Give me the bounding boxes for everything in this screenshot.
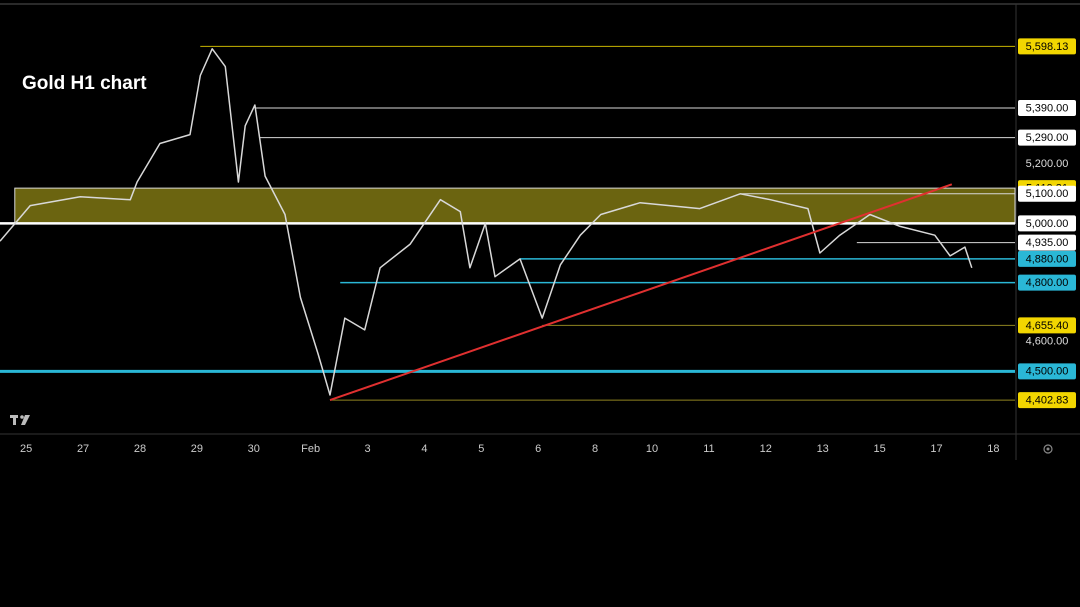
- level-label-box: [1018, 185, 1076, 202]
- level-label: 5,290.00: [1026, 132, 1069, 144]
- y-tick-label: 5,200.00: [1026, 158, 1069, 170]
- level-label-box: [1018, 100, 1076, 116]
- y-tick-label: 4,600.00: [1026, 336, 1069, 348]
- x-tick-label: 25: [20, 443, 32, 455]
- level-label-box: [1018, 363, 1076, 380]
- level-label: 5,390.00: [1026, 102, 1069, 114]
- level-label-box: [1018, 234, 1076, 251]
- level-label-box: [1018, 392, 1076, 409]
- settings-icon[interactable]: [1043, 444, 1053, 454]
- level-label-box: [1018, 38, 1076, 55]
- level-label-box: [1018, 129, 1076, 146]
- x-tick-label: 18: [987, 443, 999, 455]
- x-tick-label: 28: [134, 443, 146, 455]
- x-tick-label: 13: [817, 443, 829, 455]
- price-line: [0, 48, 973, 396]
- x-tick-label: 12: [760, 443, 772, 455]
- x-tick-label: 17: [930, 443, 942, 455]
- x-tick-label: 29: [191, 443, 203, 455]
- chart-title: Gold H1 chart: [22, 73, 147, 94]
- levels-layer: [0, 45, 1015, 401]
- x-tick-label: Feb: [301, 443, 320, 455]
- x-tick-label: 10: [646, 443, 658, 455]
- level-label-box: [1018, 250, 1076, 267]
- level-label: 4,880.00: [1026, 253, 1069, 265]
- level-label: 5,000.00: [1026, 218, 1069, 230]
- level-label: 4,800.00: [1026, 277, 1069, 289]
- x-tick-label: 11: [703, 443, 714, 455]
- price-layer: [0, 48, 973, 402]
- tv-logo: [10, 415, 30, 425]
- x-tick-label: 30: [248, 443, 260, 455]
- level-label: 4,655.40: [1026, 320, 1069, 332]
- level-label-box: [1018, 317, 1076, 334]
- x-tick-label: 3: [364, 443, 370, 455]
- x-tick-label: 6: [535, 443, 541, 455]
- x-tick-label: 15: [873, 443, 885, 455]
- level-label: 4,935.00: [1026, 237, 1069, 249]
- settings-icon-center: [1046, 447, 1050, 451]
- level-label-box: [1018, 215, 1076, 232]
- labels-layer: 25 27 28 29 30 Feb 3 4 5 6 8 10 11 12 13 15 17 18 5,200.00…: [20, 38, 1076, 455]
- x-tick-label: 8: [592, 443, 598, 455]
- x-tick-label: 5: [478, 443, 484, 455]
- x-tick-label: 4: [421, 443, 427, 455]
- level-label-box: [1018, 274, 1076, 291]
- level-label: 5,598.13: [1026, 41, 1069, 53]
- level-label: 4,500.00: [1026, 366, 1069, 378]
- trendline: [329, 183, 953, 402]
- level-label: 5,100.00: [1026, 188, 1069, 200]
- x-tick-label: 27: [77, 443, 89, 455]
- level-label: 4,402.83: [1026, 395, 1069, 407]
